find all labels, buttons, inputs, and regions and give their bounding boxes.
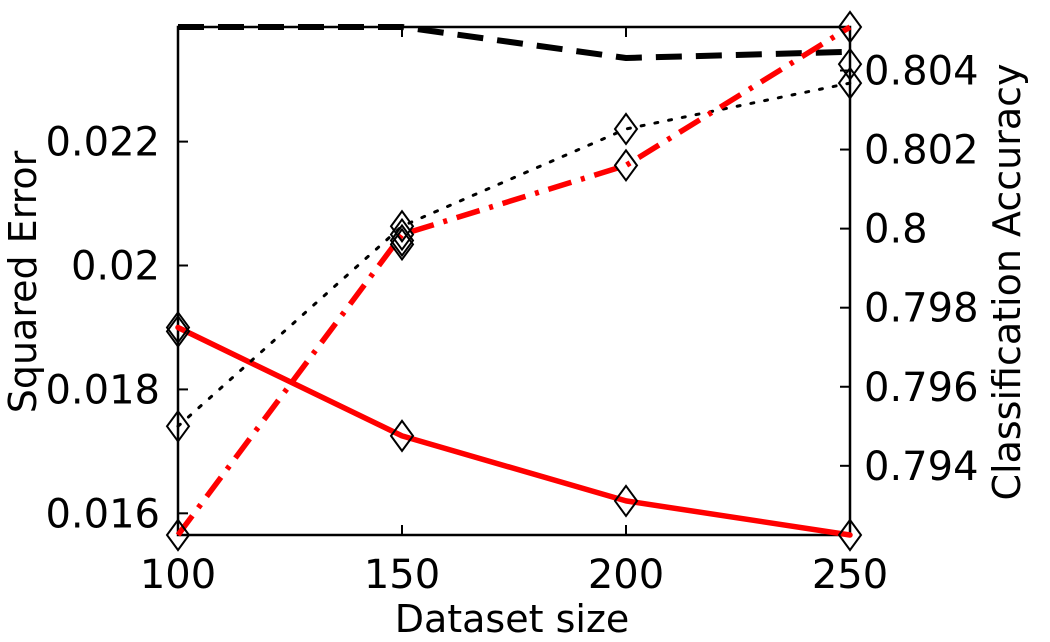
marker-diamond	[165, 310, 191, 345]
series-line-dashdot	[175, 24, 852, 537]
marker-diamond	[837, 518, 863, 552]
marker-diamond	[837, 10, 863, 44]
x-tick-label: 200	[588, 552, 664, 598]
marker-diamond	[837, 66, 863, 100]
marker-diamond	[165, 314, 191, 349]
left-y-tick-label: 0.02	[71, 244, 160, 290]
marker-diamond	[613, 484, 639, 518]
left-y-tick-label: 0.022	[45, 120, 160, 166]
right-y-tick-label: 0.796	[864, 365, 979, 411]
series-line-dashed	[178, 24, 851, 61]
series-layer	[175, 24, 853, 538]
plot-frame	[176, 25, 852, 537]
marker-diamond	[389, 217, 415, 252]
left-y-tick-label: 0.018	[45, 367, 160, 413]
series-line-dotted	[176, 81, 852, 428]
x-tick-label: 250	[812, 552, 888, 598]
marker-diamond	[613, 112, 639, 146]
axes: 100 150 200 250 0.016 0.018 0.02 0.022 0.794 0.79…	[45, 25, 979, 598]
marker-diamond	[837, 47, 863, 81]
markers-layer	[165, 10, 863, 552]
marker-diamond	[165, 518, 191, 552]
right-y-axis-label: Classification Accuracy	[985, 64, 1029, 501]
marker-diamond	[389, 419, 415, 453]
x-tick-label: 150	[364, 552, 440, 598]
right-y-tick-label: 0.804	[864, 48, 979, 94]
series-line-solid	[175, 324, 853, 538]
marker-diamond	[389, 209, 415, 243]
right-y-tick-label: 0.8	[864, 207, 928, 253]
left-y-axis-label: Squared Error	[1, 150, 45, 413]
right-y-tick-label: 0.798	[864, 286, 979, 332]
marker-diamond	[389, 227, 415, 262]
right-y-tick-label: 0.802	[864, 128, 979, 174]
x-axis-label: Dataset size	[395, 597, 630, 641]
marker-diamond	[613, 148, 639, 183]
marker-diamond	[389, 223, 415, 258]
x-tick-label: 100	[140, 552, 216, 598]
right-y-tick-label: 0.794	[864, 444, 979, 490]
left-y-tick-label: 0.016	[45, 491, 160, 537]
marker-diamond	[165, 409, 191, 443]
